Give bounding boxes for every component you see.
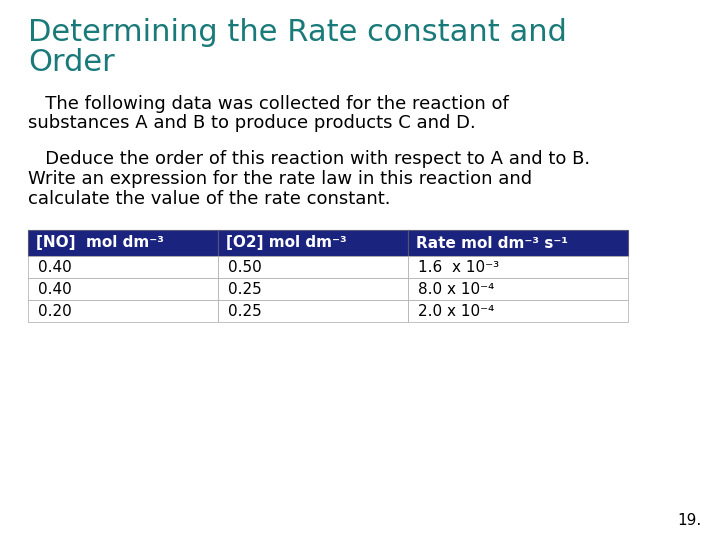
Text: substances A and B to produce products C and D.: substances A and B to produce products C…	[28, 114, 476, 132]
Bar	[408, 230, 628, 256]
Text: [O2] mol dm⁻³: [O2] mol dm⁻³	[226, 235, 347, 251]
Text: 8.0 x 10⁻⁴: 8.0 x 10⁻⁴	[418, 281, 494, 296]
Text: Order: Order	[28, 48, 114, 77]
Text: 1.6  x 10⁻³: 1.6 x 10⁻³	[418, 260, 499, 274]
Bar	[218, 300, 408, 322]
Bar	[218, 278, 408, 300]
Text: 0.40: 0.40	[38, 281, 72, 296]
Bar	[408, 278, 628, 300]
Text: Rate mol dm⁻³ s⁻¹: Rate mol dm⁻³ s⁻¹	[416, 235, 568, 251]
Bar	[408, 300, 628, 322]
Text: 0.40: 0.40	[38, 260, 72, 274]
Bar	[28, 300, 218, 322]
Text: calculate the value of the rate constant.: calculate the value of the rate constant…	[28, 190, 390, 208]
Text: [NO]  mol dm⁻³: [NO] mol dm⁻³	[36, 235, 164, 251]
Text: Deduce the order of this reaction with respect to A and to B.: Deduce the order of this reaction with r…	[28, 150, 590, 168]
Bar	[28, 256, 218, 278]
Text: 0.25: 0.25	[228, 281, 262, 296]
Text: Write an expression for the rate law in this reaction and: Write an expression for the rate law in …	[28, 170, 532, 188]
Text: 0.20: 0.20	[38, 303, 72, 319]
Text: 2.0 x 10⁻⁴: 2.0 x 10⁻⁴	[418, 303, 494, 319]
Bar	[28, 278, 218, 300]
Text: The following data was collected for the reaction of: The following data was collected for the…	[28, 95, 509, 113]
Text: 0.50: 0.50	[228, 260, 262, 274]
Text: Determining the Rate constant and: Determining the Rate constant and	[28, 18, 567, 47]
Text: 19.: 19.	[678, 513, 702, 528]
Bar	[218, 256, 408, 278]
Bar	[218, 230, 408, 256]
Text: 0.25: 0.25	[228, 303, 262, 319]
Bar	[28, 230, 218, 256]
Bar	[408, 256, 628, 278]
